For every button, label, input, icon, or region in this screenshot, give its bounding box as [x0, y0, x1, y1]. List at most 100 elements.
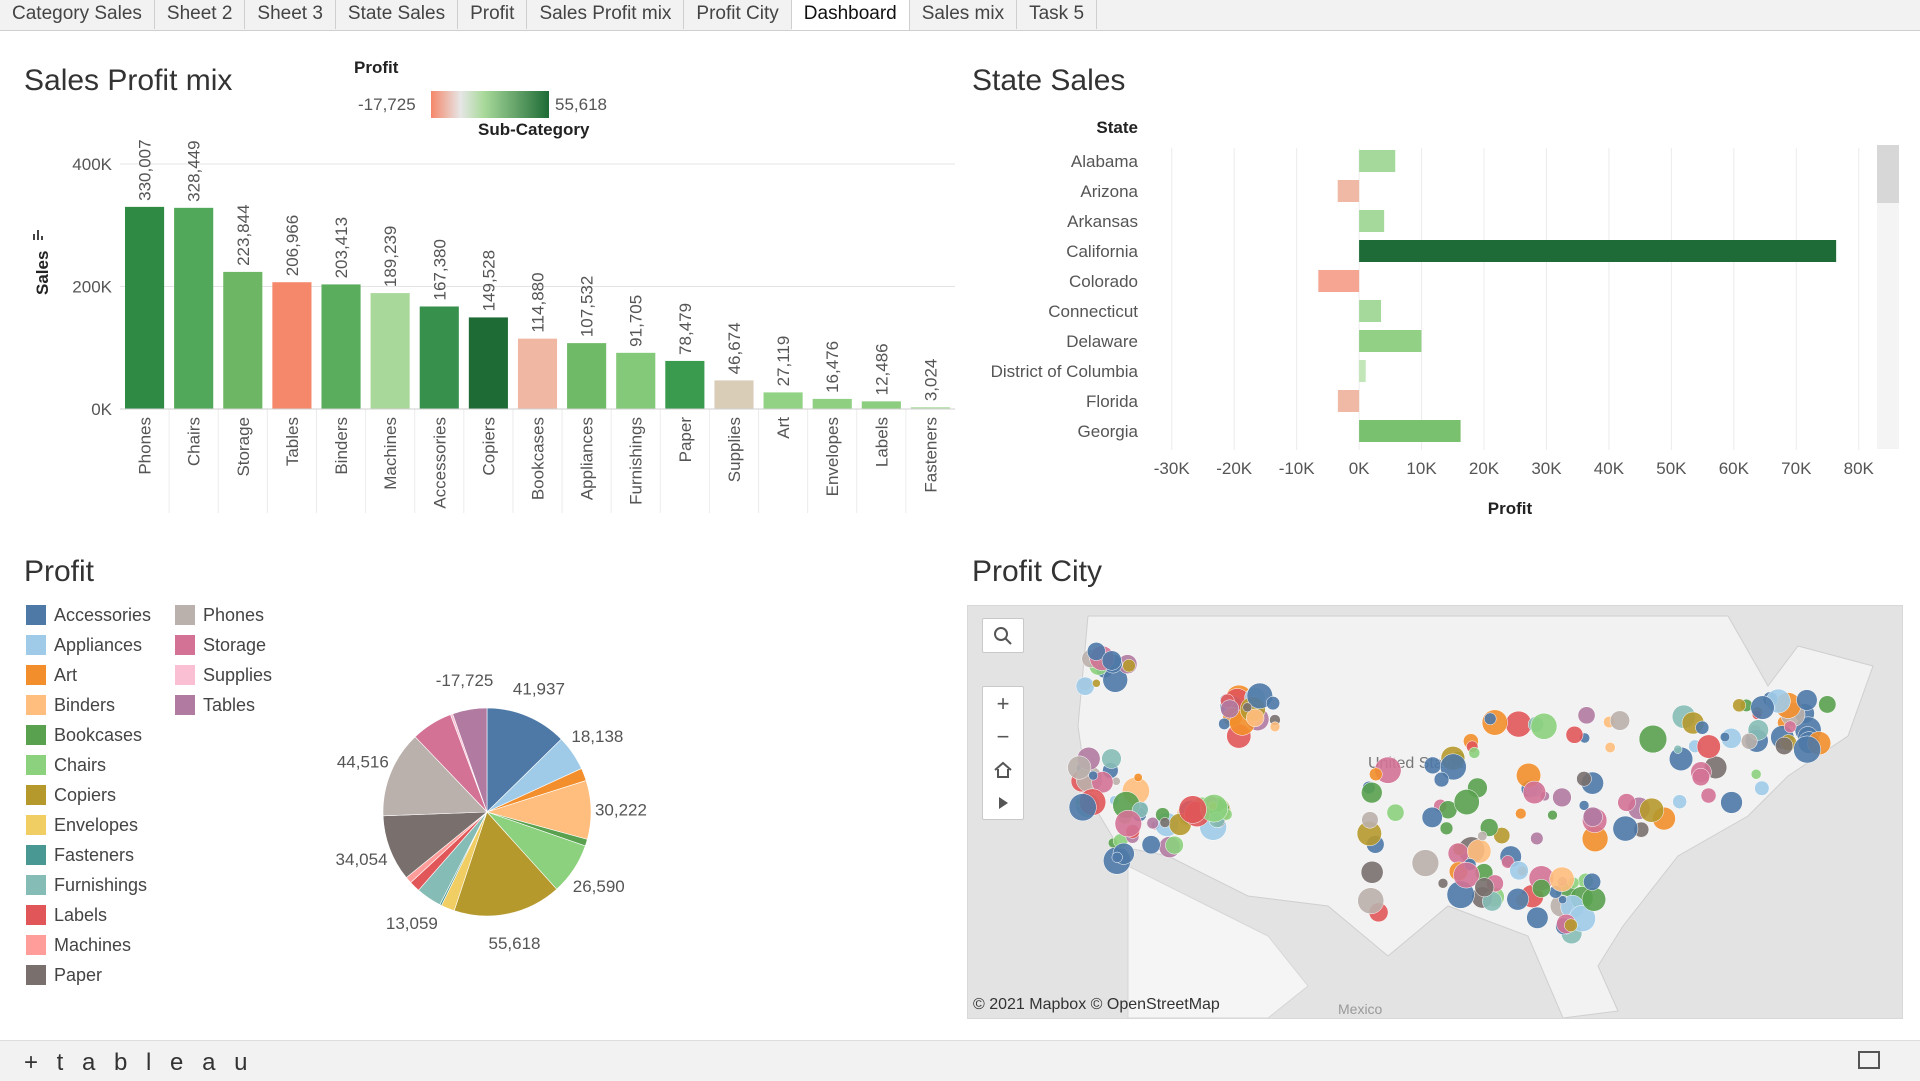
city-marker[interactable]: [1639, 797, 1665, 823]
bar-appliances[interactable]: [567, 343, 607, 409]
pie-slice-copiers[interactable]: [453, 811, 558, 917]
legend-item[interactable]: Furnishings: [26, 870, 151, 900]
state-bar-colorado[interactable]: [1318, 270, 1360, 292]
tab-state-sales[interactable]: State Sales: [336, 0, 459, 29]
tab-sheet-2[interactable]: Sheet 2: [155, 0, 246, 29]
city-marker[interactable]: [1576, 771, 1592, 787]
city-marker[interactable]: [1581, 887, 1606, 912]
city-marker[interactable]: [1522, 780, 1547, 805]
tableau-logo[interactable]: + t a b l e a u: [24, 1049, 254, 1076]
legend-item[interactable]: Storage: [175, 630, 272, 660]
sales-profit-mix-chart[interactable]: Profit -17,725 55,618 Sub-Category Sales 0K 20…: [0, 45, 960, 565]
profit-pie-chart[interactable]: 41,937 18,138 30,222 26,590 55,618 13,059 34,0…: [300, 670, 700, 960]
bar-bookcases[interactable]: [517, 338, 558, 409]
city-marker[interactable]: [1672, 794, 1687, 809]
city-marker[interactable]: [1357, 887, 1385, 915]
state-bar-arkansas[interactable]: [1359, 210, 1385, 232]
city-marker[interactable]: [1468, 747, 1481, 759]
city-marker[interactable]: [1111, 776, 1121, 786]
city-marker[interactable]: [1691, 768, 1710, 787]
city-marker[interactable]: [1796, 689, 1818, 711]
city-marker[interactable]: [1159, 817, 1171, 828]
bar-binders[interactable]: [321, 284, 361, 409]
state-bar-florida[interactable]: [1337, 390, 1360, 412]
city-marker[interactable]: [1165, 835, 1184, 855]
city-marker[interactable]: [1532, 879, 1551, 898]
city-marker[interactable]: [1114, 809, 1142, 838]
city-marker[interactable]: [1265, 696, 1280, 711]
tab-category-sales[interactable]: Category Sales: [0, 0, 155, 29]
pie-slice-accessories[interactable]: [486, 707, 562, 813]
city-marker[interactable]: [1067, 755, 1092, 780]
city-marker[interactable]: [1477, 831, 1488, 841]
city-marker[interactable]: [1577, 706, 1596, 725]
city-marker[interactable]: [1750, 695, 1775, 720]
search-icon[interactable]: [983, 619, 1023, 652]
city-marker[interactable]: [1474, 877, 1495, 898]
legend-item[interactable]: Machines: [26, 930, 151, 960]
bar-tables[interactable]: [272, 282, 312, 409]
city-marker[interactable]: [1386, 803, 1405, 822]
legend-item[interactable]: Art: [26, 660, 151, 690]
bar-supplies[interactable]: [714, 380, 754, 409]
city-marker[interactable]: [1732, 698, 1747, 713]
city-marker[interactable]: [1423, 756, 1442, 775]
tab-sheet-3[interactable]: Sheet 3: [245, 0, 336, 29]
bar-labels[interactable]: [861, 401, 901, 409]
city-marker[interactable]: [1453, 789, 1480, 815]
legend-item[interactable]: Supplies: [175, 660, 272, 690]
legend-item[interactable]: Accessories: [26, 600, 151, 630]
city-marker[interactable]: [1122, 659, 1136, 673]
city-marker[interactable]: [1369, 767, 1383, 782]
legend-item[interactable]: Chairs: [26, 750, 151, 780]
city-marker[interactable]: [1111, 851, 1123, 863]
bar-envelopes[interactable]: [812, 398, 852, 409]
state-bar-connecticut[interactable]: [1359, 300, 1382, 322]
city-marker[interactable]: [1483, 712, 1497, 726]
fullscreen-icon[interactable]: [1858, 1051, 1880, 1069]
city-marker[interactable]: [1361, 781, 1383, 804]
legend-item[interactable]: Appliances: [26, 630, 151, 660]
city-marker[interactable]: [1673, 744, 1683, 754]
state-bar-georgia[interactable]: [1359, 420, 1461, 442]
city-marker[interactable]: [1604, 742, 1616, 753]
city-marker[interactable]: [1750, 768, 1762, 780]
city-marker[interactable]: [1583, 872, 1601, 891]
bar-machines[interactable]: [370, 293, 410, 409]
city-marker[interactable]: [1558, 895, 1567, 905]
city-marker[interactable]: [1092, 679, 1101, 688]
bar-chairs[interactable]: [174, 207, 214, 409]
legend-item[interactable]: Tables: [175, 690, 272, 720]
city-marker[interactable]: [1578, 800, 1590, 811]
city-marker[interactable]: [1609, 710, 1630, 731]
state-bar-alabama[interactable]: [1359, 150, 1396, 172]
legend-item[interactable]: Binders: [26, 690, 151, 720]
scrollbar-thumb[interactable]: [1877, 145, 1899, 203]
bar-paper[interactable]: [665, 360, 705, 409]
city-marker[interactable]: [1526, 906, 1549, 929]
city-marker[interactable]: [1552, 787, 1572, 808]
city-marker[interactable]: [1453, 861, 1480, 889]
city-marker[interactable]: [1101, 650, 1122, 671]
city-marker[interactable]: [1612, 815, 1639, 842]
city-marker[interactable]: [1547, 809, 1558, 821]
city-marker[interactable]: [1818, 695, 1837, 714]
city-marker[interactable]: [1101, 748, 1122, 769]
city-marker[interactable]: [1719, 731, 1730, 742]
city-marker[interactable]: [1146, 816, 1159, 830]
state-bar-california[interactable]: [1359, 240, 1837, 262]
home-icon[interactable]: [983, 753, 1023, 786]
legend-item[interactable]: Fasteners: [26, 840, 151, 870]
state-sales-chart[interactable]: State -30K -20K -10K 0K 10K 20K 30K 40K 50K 60K 70K…: [960, 110, 1920, 600]
city-marker[interactable]: [1439, 821, 1454, 836]
city-marker[interactable]: [1068, 793, 1097, 822]
city-marker[interactable]: [1361, 811, 1379, 829]
map-search-control[interactable]: [982, 618, 1024, 653]
city-marker[interactable]: [1509, 860, 1529, 881]
city-marker[interactable]: [1617, 793, 1636, 812]
city-marker[interactable]: [1141, 835, 1161, 855]
city-marker[interactable]: [1740, 732, 1758, 750]
tab-profit-city[interactable]: Profit City: [684, 0, 792, 29]
tab-task-5[interactable]: Task 5: [1017, 0, 1098, 29]
